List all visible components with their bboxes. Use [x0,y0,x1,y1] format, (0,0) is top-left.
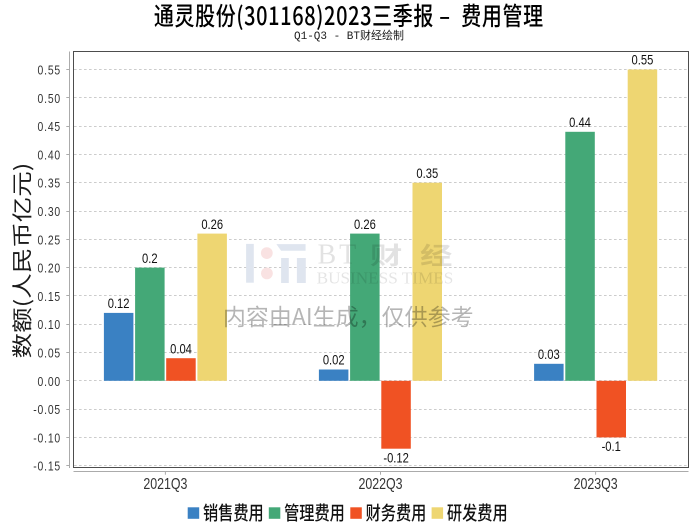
svg-text:0.55: 0.55 [38,63,61,77]
svg-text:0.50: 0.50 [38,92,61,106]
svg-text:0.35: 0.35 [416,166,438,181]
svg-text:财务费用: 财务费用 [366,497,427,524]
svg-text:0.25: 0.25 [38,233,61,247]
svg-text:管理费用: 管理费用 [284,497,345,524]
svg-text:内容由AI生成，仅供参考: 内容由AI生成，仅供参考 [223,298,474,332]
svg-text:-0.12: -0.12 [383,450,408,465]
svg-text:0.04: 0.04 [170,341,192,356]
svg-text:BUSINESS TIMES: BUSINESS TIMES [317,268,454,287]
svg-text:0.26: 0.26 [354,217,376,232]
svg-text:0.40: 0.40 [38,148,61,162]
svg-text:财经: 财经 [370,237,470,272]
svg-text:-0.05: -0.05 [33,403,61,417]
svg-text:0.55: 0.55 [632,53,654,68]
svg-text:0.20: 0.20 [38,262,61,276]
svg-text:BT: BT [318,239,360,270]
svg-text:通灵股份(301168)2023三季报 – 费用管理: 通灵股份(301168)2023三季报 – 费用管理 [154,0,544,33]
svg-text:0.10: 0.10 [38,318,61,332]
svg-text:0.44: 0.44 [569,115,591,130]
svg-text:0.00: 0.00 [38,375,61,389]
svg-text:-0.15: -0.15 [33,460,61,474]
svg-text:销售费用: 销售费用 [203,497,264,524]
svg-text:0.02: 0.02 [323,353,345,368]
svg-text:0.45: 0.45 [38,120,61,134]
svg-text:2021Q3: 2021Q3 [143,475,187,493]
svg-text:0.15: 0.15 [38,290,61,304]
svg-text:0.12: 0.12 [108,296,130,311]
svg-text:0.26: 0.26 [201,217,223,232]
svg-text:研发费用: 研发费用 [447,497,508,524]
svg-text:数额(人民币亿元): 数额(人民币亿元) [6,163,36,359]
svg-text:-0.10: -0.10 [33,431,61,445]
svg-text:-0.1: -0.1 [602,439,621,454]
svg-text:0.05: 0.05 [38,346,61,360]
svg-text:0.35: 0.35 [38,177,61,191]
svg-text:0.2: 0.2 [142,251,158,266]
svg-text:0.03: 0.03 [538,347,560,362]
svg-text:2022Q3: 2022Q3 [358,475,402,493]
svg-text:Q1-Q3 - BT财经绘制: Q1-Q3 - BT财经绘制 [294,28,404,43]
svg-text:2023Q3: 2023Q3 [574,475,618,493]
svg-text:0.30: 0.30 [38,205,61,219]
